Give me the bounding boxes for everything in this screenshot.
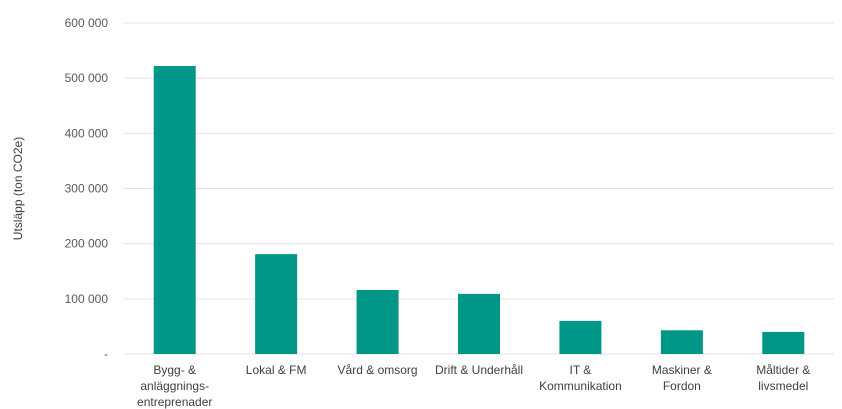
y-tick-label: 600 000	[65, 16, 109, 30]
bar	[559, 320, 602, 354]
category-label: Maskiner & Fordon	[652, 363, 712, 393]
bar	[153, 66, 196, 354]
y-tick-label: 500 000	[65, 71, 109, 85]
category-label: IT & Kommunikation	[539, 363, 622, 393]
y-axis-label: Utsläpp (ton CO2e)	[11, 137, 25, 240]
y-tick-label: 400 000	[65, 126, 109, 140]
category-label: Bygg- & anläggnings-entreprenader	[137, 363, 212, 409]
bar	[762, 331, 805, 354]
category-label: Lokal & FM	[246, 363, 307, 377]
category-labels: Bygg- & anläggnings-entreprenader Lokal & …	[137, 363, 810, 409]
y-tick-label: 100 000	[65, 292, 109, 306]
category-label: Måltider & livsmedel	[756, 363, 810, 393]
y-tick-label: 300 000	[65, 182, 109, 196]
y-tick-label: 200 000	[65, 237, 109, 251]
bar	[660, 330, 703, 354]
y-tick-labels: - 100 000 200 000 300 000 400 000 500 000 600 …	[65, 16, 109, 361]
bar	[356, 290, 399, 354]
category-label: Drift & Underhåll	[435, 363, 523, 377]
y-tick-label: -	[104, 347, 108, 361]
bar	[255, 254, 298, 354]
bars	[153, 66, 805, 354]
bar	[458, 293, 500, 354]
gridlines	[124, 22, 834, 355]
category-label: Vård & omsorg	[338, 363, 418, 377]
